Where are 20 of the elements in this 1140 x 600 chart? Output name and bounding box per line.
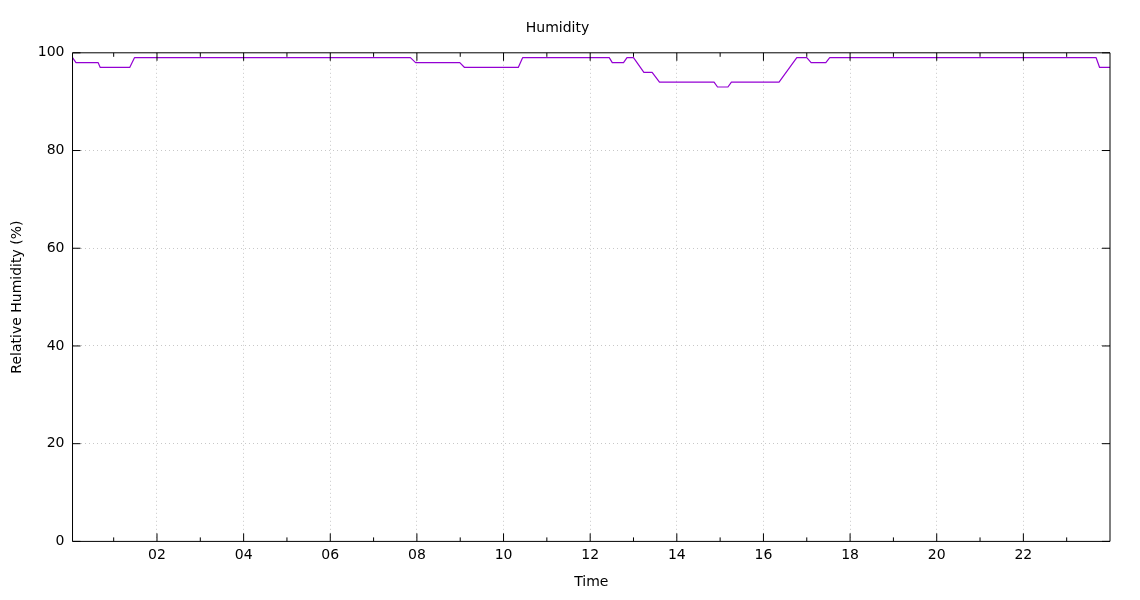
y-tick-label: 80 xyxy=(46,141,65,158)
x-tick-label: 22 xyxy=(1014,546,1033,563)
y-tick-label: 0 xyxy=(55,532,65,549)
y-tick-label: 100 xyxy=(37,43,65,60)
x-tick-label: 20 xyxy=(927,546,946,563)
y-tick-label: 40 xyxy=(46,336,65,353)
chart-title: Humidity xyxy=(525,19,590,36)
x-tick-label: 12 xyxy=(581,546,600,563)
y-axis-title: Relative Humidity (%) xyxy=(8,220,25,374)
x-tick-label: 02 xyxy=(148,546,166,563)
x-tick-label: 06 xyxy=(321,546,340,563)
x-tick-label: 18 xyxy=(841,546,859,563)
x-axis-title: Time xyxy=(573,573,609,590)
y-tick-label: 60 xyxy=(46,238,65,255)
x-tick-label: 16 xyxy=(754,546,773,563)
x-tick-label: 08 xyxy=(407,546,426,563)
x-tick-label: 14 xyxy=(667,546,686,563)
x-tick-label: 10 xyxy=(494,546,513,563)
x-tick-label: 04 xyxy=(234,546,253,563)
y-tick-label: 20 xyxy=(46,434,65,451)
